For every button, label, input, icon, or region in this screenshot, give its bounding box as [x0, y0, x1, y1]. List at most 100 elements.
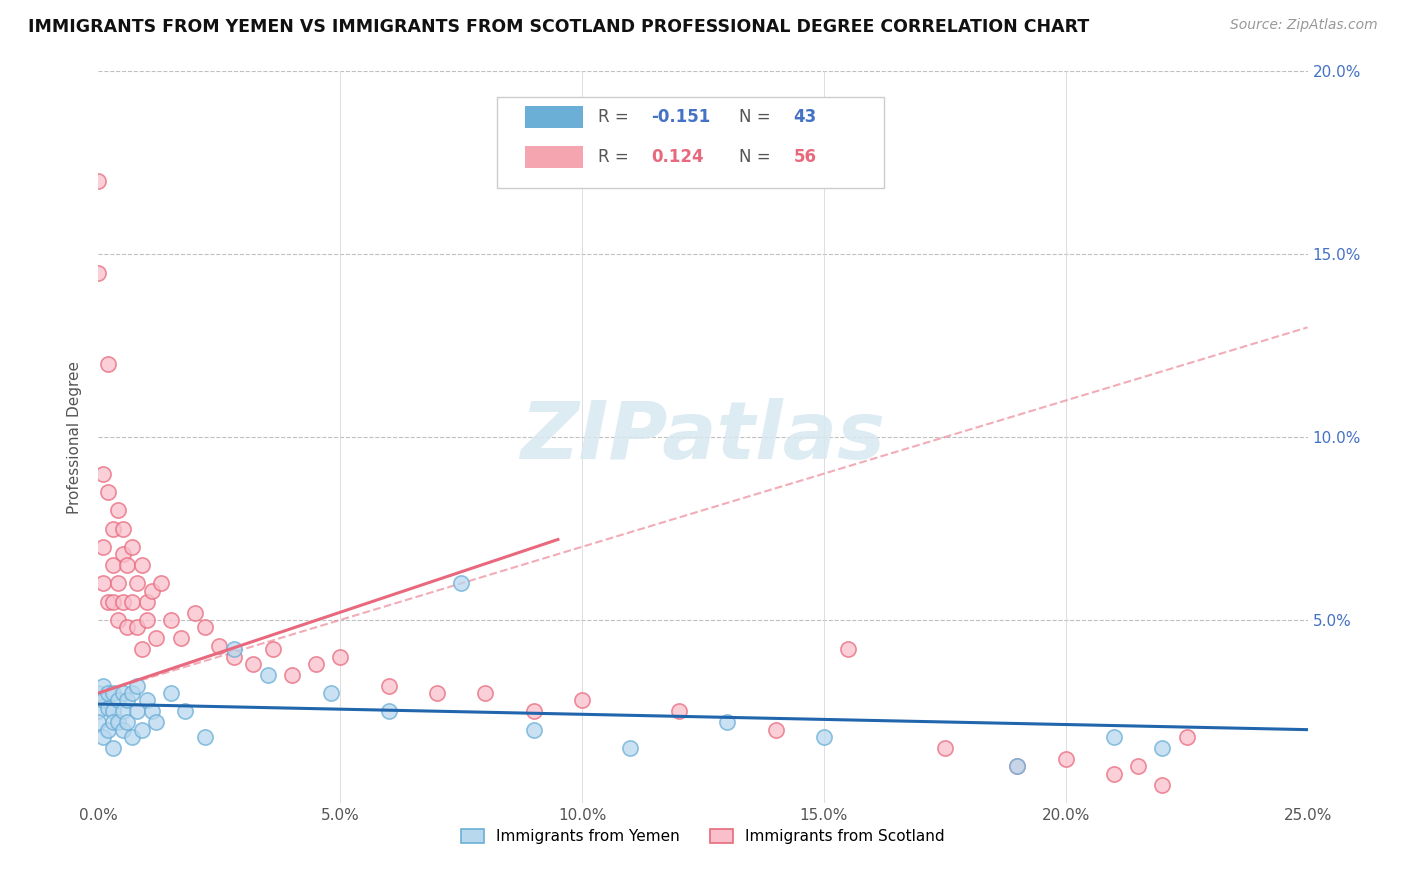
Point	[837, 642, 859, 657]
Point	[107, 715, 129, 730]
Point	[135, 594, 157, 608]
Point	[121, 686, 143, 700]
Point	[1007, 759, 1029, 773]
Point	[101, 521, 124, 535]
Point	[127, 679, 149, 693]
Point	[111, 723, 134, 737]
Point	[426, 686, 449, 700]
Text: Source: ZipAtlas.com: Source: ZipAtlas.com	[1230, 18, 1378, 32]
Text: R =: R =	[598, 148, 634, 166]
Point	[121, 540, 143, 554]
Point	[1102, 730, 1125, 744]
Point	[87, 266, 110, 280]
Point	[169, 632, 191, 646]
Point	[101, 594, 124, 608]
Point	[222, 642, 245, 657]
Point	[117, 715, 139, 730]
Point	[242, 657, 264, 671]
Point	[571, 693, 593, 707]
Point	[97, 357, 120, 371]
Point	[107, 503, 129, 517]
Point	[256, 667, 278, 681]
Point	[765, 723, 787, 737]
Point	[111, 521, 134, 535]
Point	[619, 740, 641, 755]
Point	[97, 700, 120, 714]
Text: ZIPatlas: ZIPatlas	[520, 398, 886, 476]
Point	[305, 657, 328, 671]
Point	[131, 558, 153, 573]
Point	[523, 705, 546, 719]
Point	[101, 740, 124, 755]
Point	[97, 485, 120, 500]
Point	[117, 558, 139, 573]
Point	[135, 693, 157, 707]
Point	[1007, 759, 1029, 773]
Text: IMMIGRANTS FROM YEMEN VS IMMIGRANTS FROM SCOTLAND PROFESSIONAL DEGREE CORRELATIO: IMMIGRANTS FROM YEMEN VS IMMIGRANTS FROM…	[28, 18, 1090, 36]
Point	[377, 705, 399, 719]
Point	[160, 613, 183, 627]
Legend: Immigrants from Yemen, Immigrants from Scotland: Immigrants from Yemen, Immigrants from S…	[454, 822, 952, 850]
Point	[97, 723, 120, 737]
Text: -0.151: -0.151	[651, 108, 710, 126]
Point	[1054, 752, 1077, 766]
Point	[319, 686, 342, 700]
Point	[194, 620, 217, 634]
Point	[117, 693, 139, 707]
Point	[160, 686, 183, 700]
Point	[97, 686, 120, 700]
Point	[101, 715, 124, 730]
Y-axis label: Professional Degree: Professional Degree	[67, 360, 83, 514]
Point	[1152, 740, 1174, 755]
Point	[668, 705, 690, 719]
Point	[111, 594, 134, 608]
Text: 56: 56	[793, 148, 817, 166]
Point	[107, 613, 129, 627]
Point	[97, 594, 120, 608]
Point	[174, 705, 197, 719]
Point	[145, 715, 167, 730]
Point	[1175, 730, 1198, 744]
Point	[87, 686, 110, 700]
Text: 43: 43	[793, 108, 817, 126]
FancyBboxPatch shape	[526, 146, 583, 168]
Point	[91, 679, 114, 693]
Point	[87, 174, 110, 188]
Point	[127, 620, 149, 634]
FancyBboxPatch shape	[526, 106, 583, 128]
Point	[716, 715, 738, 730]
Point	[934, 740, 956, 755]
Point	[377, 679, 399, 693]
Point	[1128, 759, 1150, 773]
Point	[450, 576, 472, 591]
Point	[121, 730, 143, 744]
Point	[107, 576, 129, 591]
Point	[117, 620, 139, 634]
Point	[121, 594, 143, 608]
Point	[107, 693, 129, 707]
Point	[1102, 766, 1125, 780]
Point	[262, 642, 284, 657]
FancyBboxPatch shape	[498, 97, 884, 188]
Point	[1152, 778, 1174, 792]
Text: 0.124: 0.124	[651, 148, 703, 166]
Point	[135, 613, 157, 627]
Point	[127, 576, 149, 591]
Text: N =: N =	[740, 148, 776, 166]
Point	[91, 576, 114, 591]
Point	[111, 686, 134, 700]
Point	[523, 723, 546, 737]
Point	[111, 547, 134, 561]
Point	[131, 642, 153, 657]
Point	[813, 730, 835, 744]
Text: R =: R =	[598, 108, 634, 126]
Point	[111, 705, 134, 719]
Point	[184, 606, 207, 620]
Point	[281, 667, 304, 681]
Point	[91, 467, 114, 481]
Point	[141, 583, 163, 598]
Point	[194, 730, 217, 744]
Point	[91, 693, 114, 707]
Point	[101, 705, 124, 719]
Point	[474, 686, 496, 700]
